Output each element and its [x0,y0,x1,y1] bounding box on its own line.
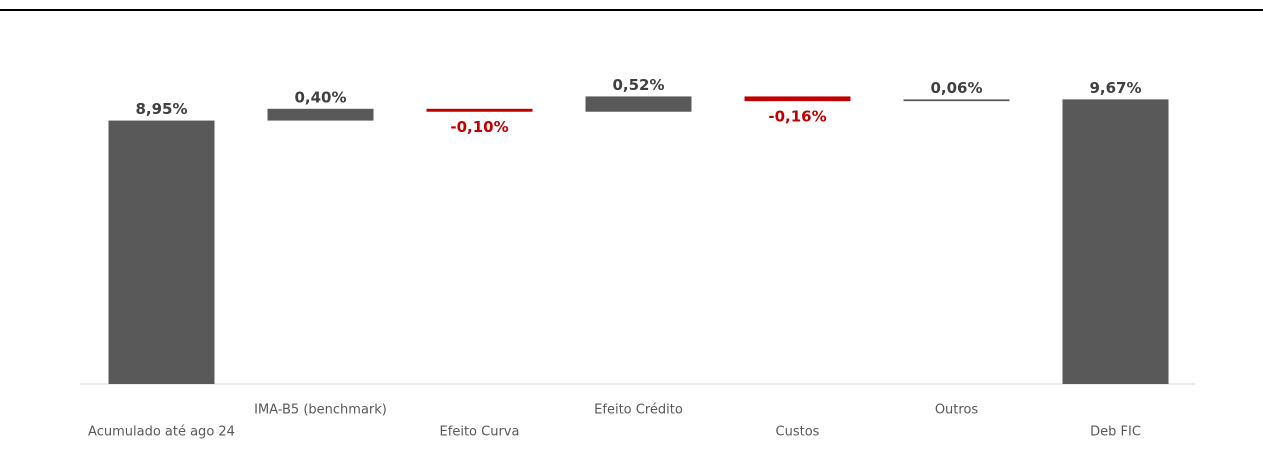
value-label: 8,95% [135,100,187,118]
bar [108,120,215,385]
value-label: 0,52% [612,76,664,94]
value-label: 9,67% [1089,79,1141,97]
bar [744,96,851,102]
x-tick-label: Efeito Curva [440,425,520,440]
x-tick-label: IMA-B5 (benchmark) [254,403,387,418]
x-tick-label: Acumulado até ago 24 [88,425,235,440]
x-tick-label: Custos [776,425,820,440]
x-tick-label: Efeito Crédito [594,403,683,418]
value-label: -0,16% [768,108,826,126]
bar [903,99,1010,102]
bar [267,108,374,121]
value-label: -0,10% [450,118,508,136]
bar [585,96,692,112]
value-label: 0,06% [930,79,982,97]
x-tick-label: Outros [935,403,979,418]
x-tick-label: Deb FIC [1090,425,1141,440]
bar [426,108,533,112]
value-label: 0,40% [294,88,346,106]
bar [1062,99,1169,385]
